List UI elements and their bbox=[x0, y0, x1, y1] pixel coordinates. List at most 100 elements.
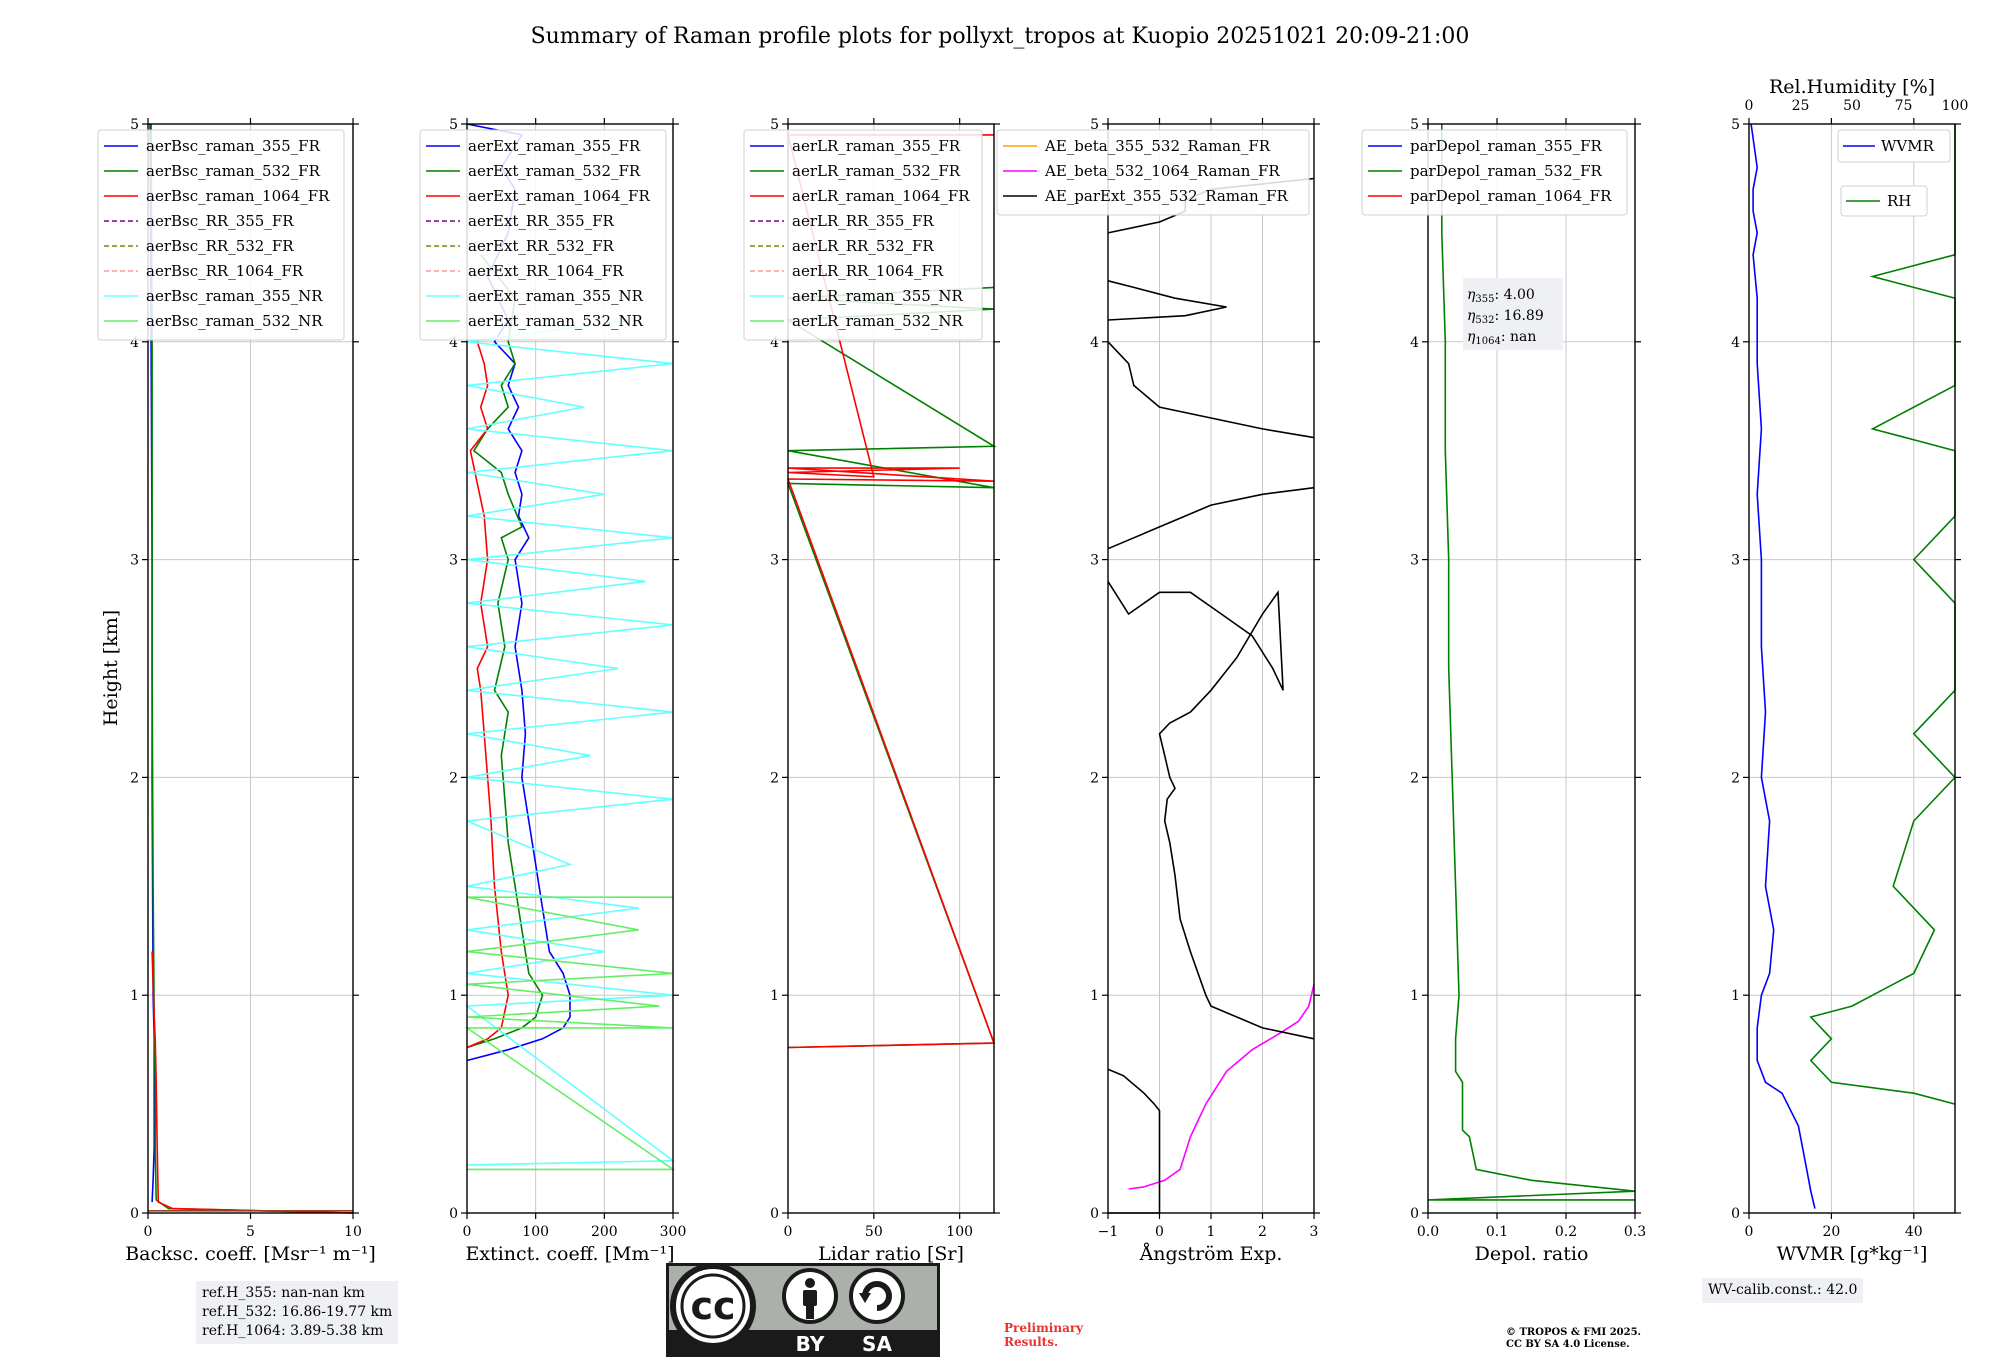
series-line-AE_parExt_355_532_Raman_FR_upper bbox=[1107, 486, 1315, 550]
legend-label: aerBsc_RR_1064_FR bbox=[146, 262, 304, 280]
x2-tick-label: 25 bbox=[1792, 98, 1810, 114]
legend-label: aerBsc_raman_355_NR bbox=[146, 287, 323, 305]
legend-label: aerLR_RR_355_FR bbox=[792, 212, 934, 230]
legend-label: aerBsc_raman_1064_FR bbox=[146, 187, 330, 205]
figure-title: Summary of Raman profile plots for polly… bbox=[531, 24, 1470, 49]
x-axis-label: Backsc. coeff. [Msr⁻¹ m⁻¹] bbox=[125, 1243, 376, 1265]
y-tick-label: 2 bbox=[1731, 770, 1740, 786]
x-tick-label: 0 bbox=[784, 1224, 793, 1240]
x-tick-label: 100 bbox=[522, 1224, 549, 1240]
series-line-aerExt_raman_532_NR bbox=[464, 896, 676, 1171]
legend-label: parDepol_raman_532_FR bbox=[1410, 162, 1603, 180]
y-tick-label: 4 bbox=[449, 335, 458, 351]
x-axis-label: WVMR [g*kg⁻¹] bbox=[1777, 1243, 1928, 1265]
legend-label: aerLR_raman_532_NR bbox=[792, 312, 963, 330]
x2-tick-label: 0 bbox=[1745, 98, 1754, 114]
panel-bsc: 0 5 10 0 1 2 3 4 5 Backsc. coeff. [Msr⁻¹ m⁻¹] aerB… bbox=[97, 117, 376, 1265]
preliminary-line-2: Results. bbox=[1004, 1335, 1059, 1349]
y-tick-label: 3 bbox=[130, 553, 139, 569]
y-tick-label: 0 bbox=[449, 1206, 458, 1222]
y-tick-label: 5 bbox=[1731, 117, 1740, 133]
legend-box bbox=[419, 129, 667, 341]
y-tick-label: 5 bbox=[770, 117, 779, 133]
series-line-parDepol_raman_532_FR bbox=[1427, 124, 1636, 1201]
series-line-AE_parExt_355_532_Raman_FR_mid bbox=[1107, 580, 1315, 1040]
y-tick-label: 4 bbox=[1731, 335, 1740, 351]
series-line-AE_parExt_355_532_Raman_FR_top bbox=[1107, 280, 1227, 321]
x-tick-label: 0 bbox=[463, 1224, 472, 1240]
y-tick-label: 5 bbox=[449, 117, 458, 133]
sa-share-alike-icon bbox=[849, 1268, 905, 1324]
panel-ae: −1 0 1 2 3 0 1 2 3 4 5 Ångström Exp. AE_beta_355_532… bbox=[996, 117, 1320, 1265]
x-axis-label: Lidar ratio [Sr] bbox=[818, 1243, 964, 1265]
y-tick-label: 4 bbox=[1090, 335, 1099, 351]
ref-height-355: ref.H_355: nan-nan km bbox=[202, 1285, 365, 1301]
legend-label: aerLR_RR_1064_FR bbox=[792, 262, 944, 280]
y-tick-label: 5 bbox=[130, 117, 139, 133]
cc-sa-label: SA bbox=[862, 1332, 892, 1356]
x-tick-label: 0.0 bbox=[1417, 1224, 1439, 1240]
legend-label: aerExt_RR_355_FR bbox=[468, 212, 615, 230]
series-line-aerExt_raman_532_FR bbox=[466, 254, 544, 1049]
panel-depol: 0.0 0.1 0.2 0.3 0 1 2 3 4 5 Depol. ratio parDepol_r… bbox=[1361, 117, 1646, 1265]
x-tick-label: 300 bbox=[660, 1224, 687, 1240]
x-tick-label: −1 bbox=[1098, 1224, 1119, 1240]
wv-calib-box: WV-calib.const.: 42.0 bbox=[1702, 1278, 1864, 1303]
y-tick-label: 1 bbox=[1731, 988, 1740, 1004]
x-tick-label: 200 bbox=[591, 1224, 618, 1240]
y-tick-label: 2 bbox=[1410, 770, 1419, 786]
x-tick-label: 0.1 bbox=[1486, 1224, 1508, 1240]
series-line-aerExt_raman_1064_FR bbox=[466, 341, 510, 1049]
plot-frame bbox=[466, 123, 674, 1214]
x-tick-label: 0.2 bbox=[1555, 1224, 1577, 1240]
x-axis-label: Extinct. coeff. [Mm⁻¹] bbox=[465, 1243, 674, 1265]
ref-height-1064: ref.H_1064: 3.89-5.38 km bbox=[202, 1323, 384, 1339]
y-tick-label: 3 bbox=[1090, 553, 1099, 569]
y-tick-label: 4 bbox=[1410, 335, 1419, 351]
legend-label: aerBsc_raman_532_FR bbox=[146, 162, 321, 180]
y-tick-label: 0 bbox=[130, 1206, 139, 1222]
y-axis-label: Height [km] bbox=[100, 610, 122, 726]
eta-line: η355: 4.00 bbox=[1467, 287, 1535, 305]
legend-label: aerLR_raman_355_NR bbox=[792, 287, 963, 305]
x-tick-label: 100 bbox=[946, 1224, 973, 1240]
series-line-aerLR_raman_532_FR bbox=[785, 286, 997, 1049]
y-tick-label: 4 bbox=[130, 335, 139, 351]
y-tick-label: 5 bbox=[1410, 117, 1419, 133]
cc-text: cc bbox=[690, 1284, 735, 1328]
reference-heights-box: ref.H_355: nan-nan km ref.H_532: 16.86-1… bbox=[196, 1281, 399, 1344]
x-tick-label: 5 bbox=[246, 1224, 255, 1240]
legend-box bbox=[1361, 129, 1628, 216]
series-line-AE_parExt_355_532_Raman_FR bbox=[1107, 1068, 1161, 1214]
cc-by-sa-logo: cc BY SA bbox=[666, 1263, 940, 1357]
legend-box bbox=[743, 129, 983, 341]
legend-label-rh: RH bbox=[1887, 192, 1911, 210]
legend-box-wvmr bbox=[1837, 129, 1951, 163]
legend-label: aerExt_raman_355_FR bbox=[468, 137, 641, 155]
wv-calib-constant: WV-calib.const.: 42.0 bbox=[1708, 1282, 1858, 1298]
x-tick-label: 2 bbox=[1258, 1224, 1267, 1240]
y-tick-label: 3 bbox=[1731, 553, 1740, 569]
legend-label: aerBsc_RR_355_FR bbox=[146, 212, 294, 230]
series-line-RH bbox=[1809, 124, 1957, 1105]
y-tick-label: 1 bbox=[449, 988, 458, 1004]
legend-box-rh bbox=[1840, 185, 1928, 217]
x-axis-label: Ångström Exp. bbox=[1139, 1243, 1283, 1265]
x-tick-label: 0 bbox=[144, 1224, 153, 1240]
legend-label: aerBsc_raman_355_FR bbox=[146, 137, 321, 155]
series-line-WVMR bbox=[1750, 123, 1816, 1209]
cc-by-label: BY bbox=[796, 1332, 825, 1356]
legend-label: aerLR_raman_532_FR bbox=[792, 162, 961, 180]
legend-label: AE_parExt_355_532_Raman_FR bbox=[1044, 187, 1289, 205]
copyright-line-1: © TROPOS & FMI 2025. bbox=[1506, 1327, 1642, 1338]
legend-box bbox=[97, 129, 345, 341]
eta-box bbox=[1463, 278, 1563, 350]
legend-label: aerLR_raman_1064_FR bbox=[792, 187, 970, 205]
y-tick-label: 0 bbox=[1090, 1206, 1099, 1222]
legend-label: AE_beta_355_532_Raman_FR bbox=[1044, 137, 1271, 155]
legend-label: aerExt_RR_1064_FR bbox=[468, 262, 624, 280]
legend-box bbox=[996, 129, 1310, 216]
x2-tick-label: 75 bbox=[1895, 98, 1913, 114]
copyright-note: © TROPOS & FMI 2025. CC BY SA 4.0 Licens… bbox=[1506, 1327, 1641, 1351]
y-tick-label: 1 bbox=[770, 988, 779, 1004]
